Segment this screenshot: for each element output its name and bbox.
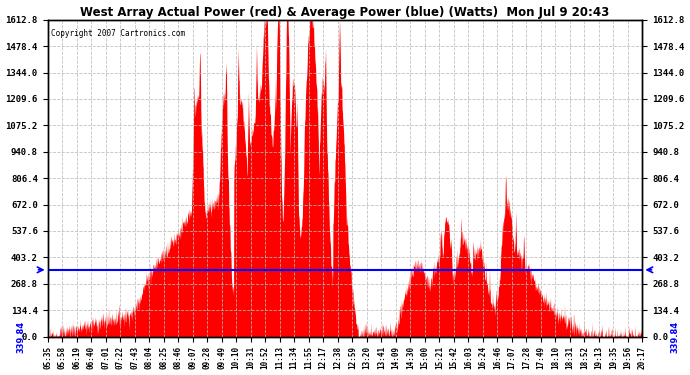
Text: Copyright 2007 Cartronics.com: Copyright 2007 Cartronics.com: [50, 29, 185, 38]
Text: 339.84: 339.84: [17, 321, 26, 352]
Text: 339.84: 339.84: [671, 321, 680, 352]
Title: West Array Actual Power (red) & Average Power (blue) (Watts)  Mon Jul 9 20:43: West Array Actual Power (red) & Average …: [80, 6, 610, 18]
